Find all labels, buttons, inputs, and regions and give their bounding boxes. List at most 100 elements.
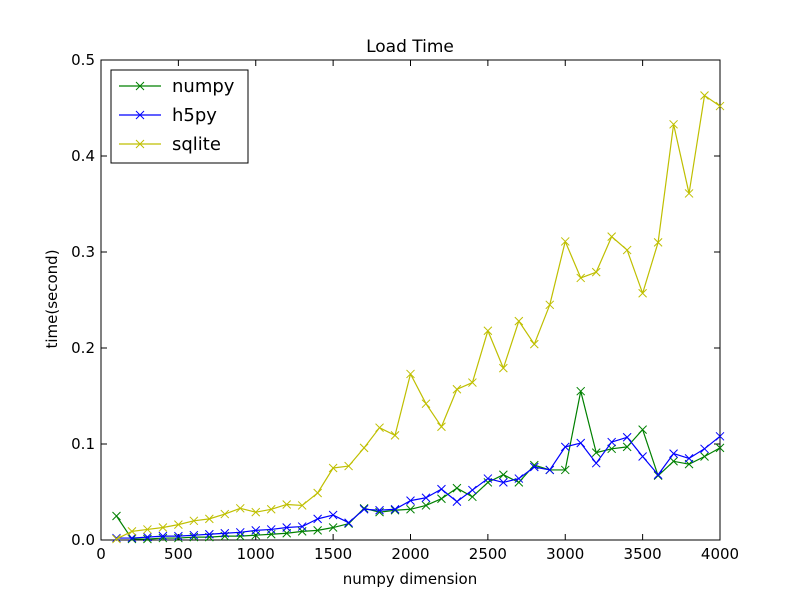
marker-stroke	[282, 500, 292, 509]
y-tick-label: 0.2	[71, 339, 95, 357]
marker-stroke	[715, 101, 725, 111]
marker-stroke	[189, 516, 199, 526]
marker-stroke	[591, 448, 601, 457]
data-point-sqlite	[576, 273, 586, 283]
data-point-sqlite	[715, 101, 725, 111]
data-point-h5py	[174, 531, 183, 541]
data-point-h5py	[622, 432, 632, 442]
data-point-sqlite	[344, 461, 353, 471]
marker-stroke	[638, 288, 647, 298]
marker-stroke	[529, 462, 539, 472]
legend-entry-numpy: numpy	[119, 76, 235, 97]
marker-stroke	[700, 452, 709, 461]
marker-stroke	[560, 465, 570, 475]
marker-stroke	[406, 504, 415, 514]
marker-stroke	[591, 267, 601, 277]
marker-stroke	[251, 507, 261, 517]
x-tick-label: 1000	[237, 545, 275, 563]
legend-label: h5py	[172, 105, 217, 126]
marker-stroke	[529, 460, 539, 470]
marker-stroke	[313, 526, 323, 535]
marker-stroke	[313, 488, 323, 498]
series-line-sqlite	[116, 94, 721, 540]
marker-stroke	[282, 523, 292, 532]
marker-stroke	[545, 300, 555, 310]
marker-stroke	[135, 81, 145, 91]
data-point-sqlite	[437, 422, 446, 432]
data-point-sqlite	[174, 520, 183, 529]
data-point-sqlite	[406, 369, 415, 379]
marker-stroke	[204, 514, 214, 524]
series-numpy	[112, 386, 725, 544]
marker-stroke	[359, 443, 369, 453]
marker-stroke	[328, 510, 338, 520]
marker-stroke	[220, 509, 230, 519]
data-point-h5py	[143, 532, 152, 542]
data-point-h5py	[344, 518, 353, 528]
marker-stroke	[344, 518, 353, 528]
y-tick-label: 0.1	[71, 435, 95, 453]
data-point-numpy	[421, 501, 431, 510]
marker-stroke	[266, 525, 276, 534]
data-point-h5py	[684, 454, 694, 463]
data-point-numpy	[591, 448, 601, 457]
marker-stroke	[498, 363, 508, 373]
data-point-h5py	[127, 533, 137, 543]
data-point-h5py	[421, 493, 431, 503]
marker-stroke	[514, 316, 524, 326]
plot-area: 0 500 1000 1500 2000 2500 3000 3500 4000 0.0 0.1 0.…	[71, 51, 739, 563]
data-point-sqlite	[669, 119, 678, 129]
marker-stroke	[607, 437, 617, 447]
data-point-h5py	[653, 470, 663, 480]
data-point-sqlite	[638, 288, 647, 298]
data-point-sqlite	[220, 509, 230, 519]
data-point-numpy	[700, 452, 709, 461]
data-point-sqlite	[560, 237, 570, 246]
data-point-h5py	[576, 438, 586, 448]
marker-stroke	[204, 529, 214, 539]
marker-stroke	[375, 423, 384, 433]
marker-stroke	[700, 444, 709, 454]
legend-label: sqlite	[172, 134, 221, 155]
data-point-numpy	[437, 494, 446, 504]
legend-marker	[135, 110, 145, 120]
data-point-sqlite	[266, 504, 276, 514]
legend-marker	[135, 139, 145, 149]
data-point-sqlite	[235, 503, 245, 513]
marker-stroke	[468, 485, 477, 495]
data-point-h5py	[189, 530, 199, 540]
marker-stroke	[421, 399, 431, 409]
x-tick-label: 2500	[469, 545, 507, 563]
marker-stroke	[607, 444, 617, 454]
data-point-h5py	[607, 437, 617, 447]
data-point-sqlite	[700, 91, 709, 100]
marker-stroke	[174, 531, 183, 541]
marker-stroke	[576, 273, 586, 283]
data-point-numpy	[406, 504, 415, 514]
data-point-sqlite	[204, 514, 214, 524]
data-point-sqlite	[143, 525, 152, 534]
marker-stroke	[638, 452, 647, 461]
data-point-sqlite	[328, 463, 338, 473]
marker-stroke	[112, 533, 121, 543]
marker-stroke	[576, 386, 586, 396]
data-point-h5py	[700, 444, 709, 454]
marker-stroke	[715, 431, 725, 441]
marker-stroke	[112, 534, 121, 544]
data-point-sqlite	[359, 443, 369, 453]
chart-title: Load Time	[366, 37, 454, 57]
data-point-sqlite	[653, 238, 663, 247]
marker-stroke	[669, 119, 678, 129]
data-point-sqlite	[622, 245, 632, 255]
marker-stroke	[266, 504, 276, 514]
data-point-h5py	[297, 522, 307, 531]
x-tick-label: 0	[96, 545, 106, 563]
marker-stroke	[468, 492, 477, 502]
legend-entry-h5py: h5py	[119, 105, 217, 126]
marker-stroke	[622, 432, 632, 442]
marker-stroke	[421, 501, 431, 510]
data-point-sqlite	[545, 300, 555, 310]
data-point-sqlite	[529, 339, 539, 349]
marker-stroke	[437, 422, 446, 432]
data-point-numpy	[313, 526, 323, 535]
